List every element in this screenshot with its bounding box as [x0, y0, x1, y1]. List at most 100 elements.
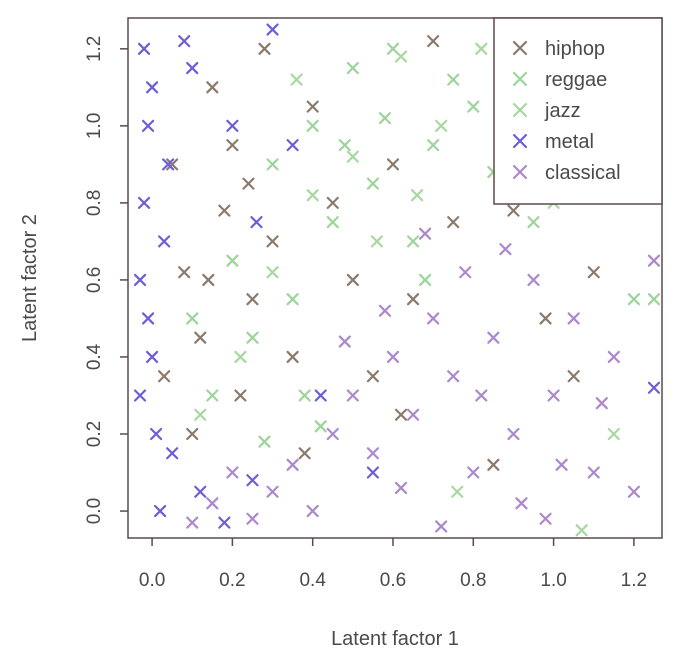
data-point-hiphop: [394, 408, 408, 421]
data-point-classical: [507, 427, 520, 441]
data-point-hiphop: [226, 139, 239, 152]
data-point-classical: [647, 254, 661, 267]
data-point-metal: [133, 389, 147, 402]
data-point-classical: [419, 227, 432, 240]
data-point-hiphop: [166, 158, 179, 171]
x-tick-label: 0.4: [299, 570, 326, 591]
data-point-reggae: [527, 216, 540, 229]
data-point-metal: [366, 466, 380, 479]
data-point-metal: [145, 81, 159, 94]
data-point-reggae: [258, 435, 271, 448]
data-point-metal: [218, 516, 231, 529]
x-axis-title: Latent factor 1: [331, 628, 459, 650]
data-point-metal: [194, 485, 207, 498]
y-tick-label: 0.8: [84, 190, 105, 216]
data-point-jazz: [306, 189, 319, 202]
data-point-metal: [158, 235, 171, 248]
data-point-jazz: [370, 235, 384, 248]
data-point-hiphop: [567, 370, 580, 383]
data-point-classical: [515, 497, 528, 510]
data-point-metal: [162, 158, 175, 171]
legend-label-reggae: reggae: [545, 69, 607, 91]
data-point-reggae: [378, 112, 392, 125]
data-point-jazz: [607, 427, 620, 441]
data-point-metal: [150, 427, 163, 441]
x-tick-label: 1.0: [540, 570, 566, 591]
data-point-hiphop: [186, 427, 199, 441]
data-point-hiphop: [346, 273, 359, 287]
data-point-classical: [406, 408, 420, 421]
data-point-classical: [266, 485, 279, 498]
data-point-classical: [206, 497, 219, 510]
data-point-jazz: [290, 73, 303, 86]
data-point-hiphop: [158, 370, 171, 383]
data-point-reggae: [627, 293, 640, 306]
data-point-hiphop: [234, 389, 247, 402]
y-axis-title: Latent factor 2: [19, 214, 41, 342]
legend-marker-classical: [512, 164, 528, 180]
data-point-reggae: [186, 312, 199, 325]
data-point-reggae: [206, 389, 219, 402]
x-axis: 0.0 0.2 0.4 0.6 0.8 1.0 1.2: [139, 538, 647, 591]
data-point-classical: [487, 331, 500, 344]
data-point-classical: [246, 512, 259, 525]
data-point-hiphop: [286, 350, 299, 364]
data-point-hiphop: [539, 312, 552, 325]
data-point-metal: [186, 61, 199, 75]
data-point-metal: [145, 350, 159, 364]
legend-marker-hiphop: [512, 40, 528, 56]
data-point-hiphop: [447, 216, 460, 229]
x-tick-label: 0.6: [380, 570, 406, 591]
data-point-reggae: [306, 119, 319, 132]
data-point-metal: [266, 23, 279, 36]
data-point-metal: [141, 119, 155, 132]
legend-marker-reggae: [512, 71, 528, 87]
data-point-jazz: [346, 150, 359, 163]
data-point-classical: [499, 243, 512, 256]
data-point-hiphop: [306, 100, 319, 113]
data-point-hiphop: [326, 196, 339, 209]
data-point-reggae: [447, 73, 460, 86]
data-point-hiphop: [507, 204, 520, 217]
data-point-hiphop: [242, 177, 255, 190]
y-tick-label: 0.0: [84, 498, 105, 524]
data-point-classical: [338, 335, 351, 348]
data-point-hiphop: [246, 293, 259, 306]
data-point-classical: [346, 389, 359, 402]
data-point-hiphop: [206, 81, 219, 94]
points-layer: [133, 23, 661, 537]
plot-frame: [127, 17, 663, 539]
data-point-classical: [447, 370, 460, 383]
data-point-reggae: [338, 139, 351, 152]
data-point-reggae: [226, 254, 239, 267]
data-point-hiphop: [587, 266, 600, 279]
data-point-metal: [314, 389, 327, 402]
data-point-metal: [137, 42, 151, 55]
x-tick-label: 1.2: [621, 570, 647, 591]
data-point-classical: [306, 504, 319, 518]
data-point-reggae: [246, 331, 259, 344]
data-point-jazz: [394, 50, 408, 63]
y-tick-label: 0.2: [84, 421, 105, 447]
data-point-classical: [607, 350, 620, 364]
data-point-metal: [154, 504, 167, 518]
y-tick-label: 0.6: [84, 267, 105, 293]
data-point-jazz: [575, 524, 588, 537]
data-point-metal: [166, 447, 179, 460]
data-point-reggae: [366, 177, 380, 190]
data-point-classical: [547, 389, 560, 402]
data-point-classical: [226, 466, 239, 479]
data-point-classical: [366, 447, 380, 460]
data-point-reggae: [326, 216, 339, 229]
data-point-metal: [137, 196, 151, 209]
data-point-classical: [475, 389, 488, 402]
data-point-classical: [394, 481, 408, 495]
data-point-jazz: [234, 350, 247, 364]
legend-label-hiphop: hiphop: [545, 38, 605, 60]
data-point-reggae: [427, 139, 440, 152]
data-point-reggae: [286, 293, 299, 306]
data-point-metal: [286, 139, 299, 152]
data-point-classical: [587, 466, 600, 479]
legend-label-metal: metal: [545, 131, 594, 153]
data-point-classical: [286, 458, 299, 471]
